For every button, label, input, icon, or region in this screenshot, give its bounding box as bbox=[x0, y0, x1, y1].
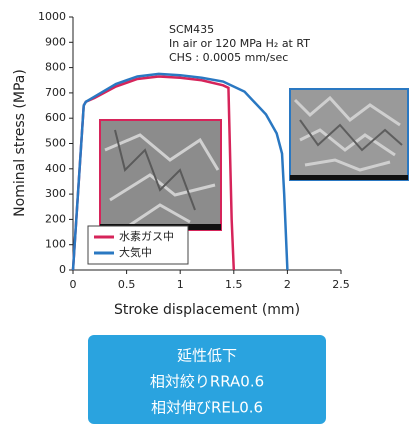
x-tick-label: 1.5 bbox=[225, 278, 243, 291]
legend-label: 大気中 bbox=[119, 245, 152, 259]
y-tick-label: 900 bbox=[45, 35, 66, 48]
annotation: SCM435 bbox=[169, 23, 214, 36]
annotation: CHS : 0.0005 mm/sec bbox=[169, 51, 288, 64]
chart: Nominal stress (MPa) Stroke displacement… bbox=[0, 0, 410, 426]
sem-image-hydrogen bbox=[100, 120, 221, 230]
x-axis-label: Stroke displacement (mm) bbox=[114, 302, 300, 318]
sem-image-air bbox=[290, 89, 408, 180]
y-tick-label: 400 bbox=[45, 162, 66, 175]
y-axis-label: Nominal stress (MPa) bbox=[12, 69, 28, 217]
callout-text: 延性低下 bbox=[177, 347, 237, 365]
y-tick-label: 0 bbox=[59, 263, 66, 276]
x-tick-label: 1 bbox=[177, 278, 184, 291]
x-tick-label: 2.5 bbox=[332, 278, 350, 291]
y-tick-label: 600 bbox=[45, 111, 66, 124]
x-tick-label: 0.5 bbox=[118, 278, 136, 291]
legend-label: 水素ガス中 bbox=[119, 230, 174, 243]
y-tick-label: 200 bbox=[45, 212, 66, 225]
callout-text: 相対絞りRRA0.6 bbox=[150, 373, 264, 391]
y-tick-label: 700 bbox=[45, 86, 66, 99]
y-tick-label: 500 bbox=[45, 137, 66, 150]
annotation: In air or 120 MPa H₂ at RT bbox=[169, 37, 310, 50]
x-tick-label: 0 bbox=[70, 278, 77, 291]
callout-text: 相対伸びREL0.6 bbox=[151, 399, 263, 417]
y-tick-label: 1000 bbox=[38, 10, 66, 23]
y-tick-label: 100 bbox=[45, 238, 66, 251]
y-tick-label: 300 bbox=[45, 187, 66, 200]
y-tick-label: 800 bbox=[45, 61, 66, 74]
x-tick-label: 2 bbox=[284, 278, 291, 291]
